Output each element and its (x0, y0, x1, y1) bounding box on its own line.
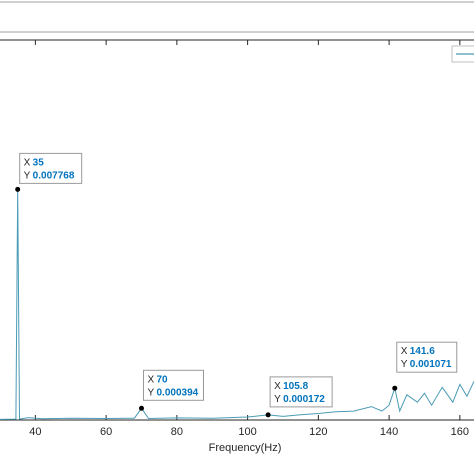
datatip-x-key: X (401, 346, 408, 357)
datatip[interactable]: X 141.6Y 0.001071 (392, 341, 458, 391)
datatip-y-value: 0.000172 (283, 394, 325, 405)
datatip-x-value: 141.6 (410, 346, 435, 357)
x-tick-label: 120 (309, 426, 327, 438)
series-layer (0, 189, 474, 420)
datatip-marker[interactable] (138, 405, 144, 411)
datatip-y-key: Y (401, 359, 408, 370)
x-tick-label: 60 (100, 426, 112, 438)
datatip-y-value: 0.000394 (156, 387, 198, 398)
datatip-marker[interactable] (15, 186, 21, 192)
axes: 40 60 80 100 120 140 160 (0, 39, 474, 438)
x-tick-label: 100 (238, 426, 256, 438)
datatip-x-value: 35 (33, 157, 45, 168)
x-tick-label: 40 (29, 426, 41, 438)
x-tick-label: 160 (451, 426, 469, 438)
datatip-marker[interactable] (392, 385, 398, 391)
title-bar-box (0, 1, 474, 33)
datatip-y-key: Y (147, 387, 154, 398)
x-tick-label: 80 (171, 426, 183, 438)
datatip-box (396, 341, 458, 373)
datatip-y-value: 0.007768 (33, 170, 75, 181)
datatip-x-value: 70 (156, 374, 168, 385)
datatip-x-value: 105.8 (283, 381, 308, 392)
datatip-box (269, 376, 333, 408)
datatip-x-key: X (274, 381, 281, 392)
datatip-y-key: Y (274, 394, 281, 405)
datatip-y-value: 0.001071 (410, 359, 452, 370)
x-tick-label: 140 (380, 426, 398, 438)
spectrum-line (0, 189, 474, 420)
datatip-box (19, 152, 83, 184)
datatip[interactable]: X 70Y 0.000394 (138, 369, 204, 411)
datatip-box (142, 369, 204, 401)
datatip-marker[interactable] (265, 412, 271, 418)
x-axis-title: Frequency(Hz) (209, 442, 282, 454)
datatip[interactable]: X 35Y 0.007768 (15, 152, 83, 192)
datatip-x-key: X (147, 374, 154, 385)
datatip-x-key: X (24, 157, 31, 168)
datatip[interactable]: X 105.8Y 0.000172 (265, 376, 333, 418)
legend (451, 45, 474, 63)
datatip-y-key: Y (24, 170, 31, 181)
